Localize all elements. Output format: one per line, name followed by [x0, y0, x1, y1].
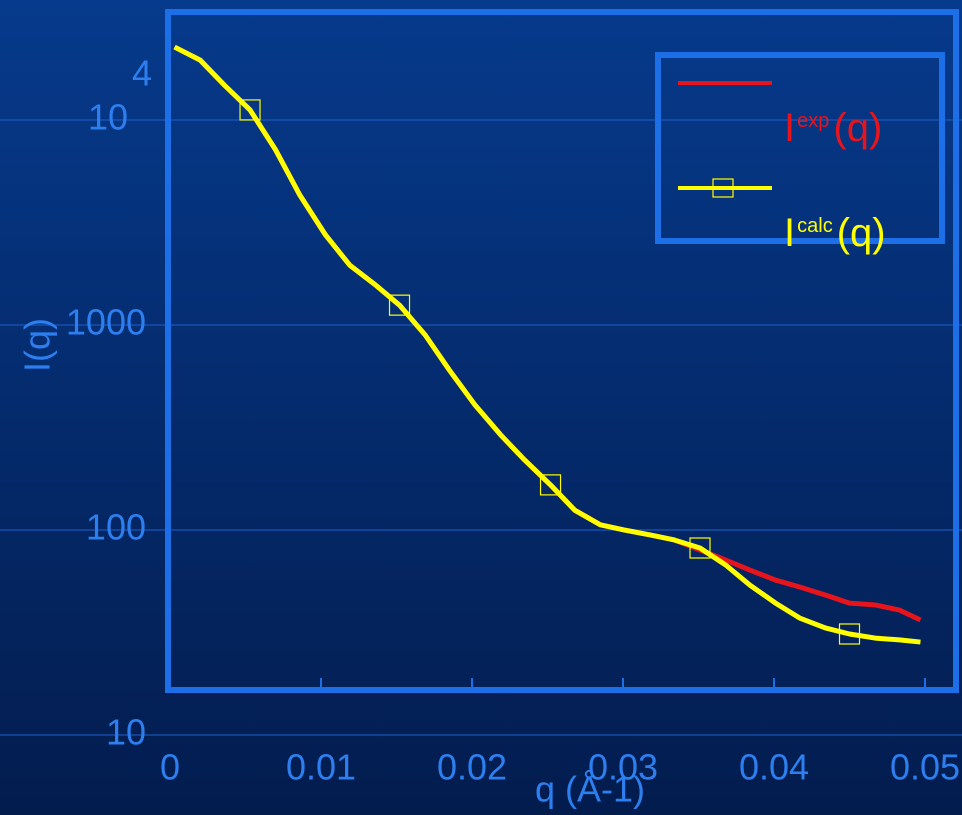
- legend-box: [655, 52, 945, 244]
- legend-tail: (q): [833, 106, 882, 150]
- y-tick-label: 1000: [66, 302, 146, 343]
- plot-frame: [165, 9, 959, 693]
- data-marker: [239, 99, 261, 121]
- x-axis-label: q (Å-1): [535, 769, 645, 810]
- y-tick-exponent: 4: [132, 53, 152, 94]
- y-tick-label: 100: [86, 507, 146, 548]
- grid: [0, 119, 962, 736]
- data-marker: [539, 474, 562, 496]
- legend-sup: calc: [797, 215, 833, 237]
- legend-main: I: [784, 211, 795, 255]
- legend-main: I: [784, 106, 795, 150]
- data-marker: [689, 537, 711, 559]
- legend-marker: [712, 178, 734, 198]
- x-tick-label: 0.04: [739, 747, 809, 788]
- x-tick-label: 0.03: [588, 747, 658, 788]
- data-marker: [388, 294, 411, 316]
- x-tick-label: 0.01: [286, 747, 356, 788]
- x-tick-label: 0.02: [437, 747, 507, 788]
- legend-tail: (q): [837, 211, 886, 255]
- x-tick-label: 0: [160, 747, 180, 788]
- legend-sup: exp: [797, 110, 829, 132]
- data-marker: [838, 623, 861, 645]
- x-tick-label: 0.05: [890, 747, 960, 788]
- y-tick-label: 10: [88, 97, 128, 138]
- data-line: [173, 44, 921, 645]
- lines: [173, 44, 922, 645]
- y-tick-label: 10: [106, 712, 146, 753]
- y-axis-label: I(q): [17, 318, 58, 372]
